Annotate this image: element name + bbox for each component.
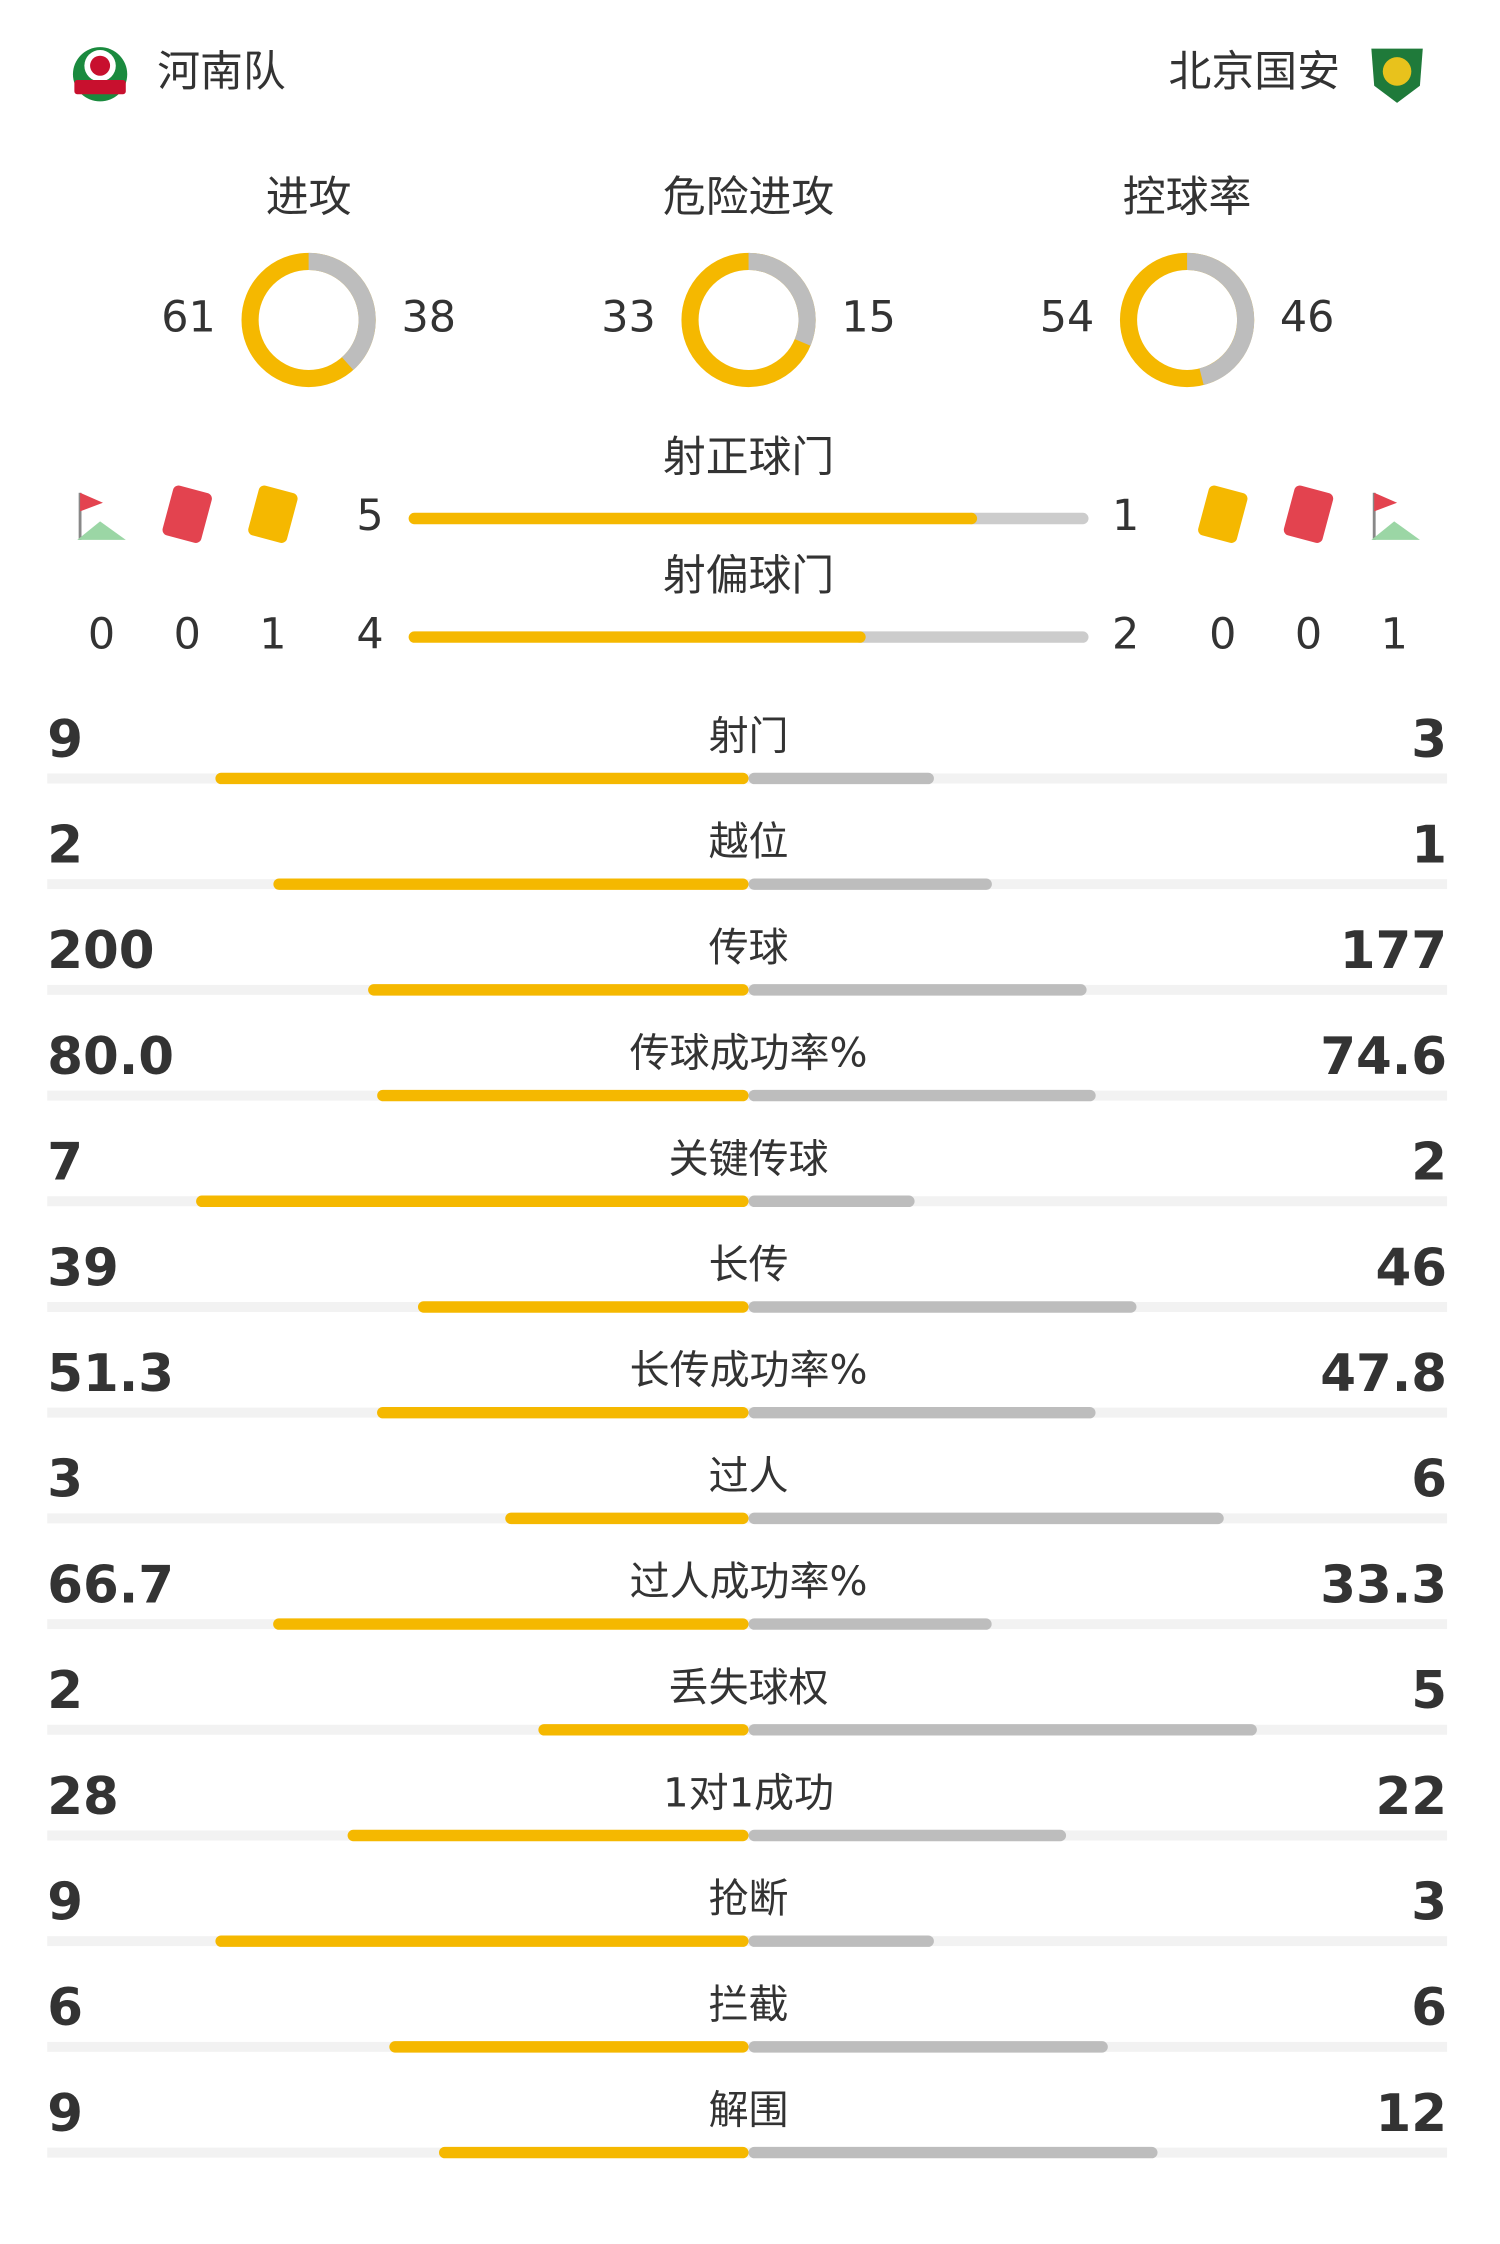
away-value: 74.6 [1320,1027,1447,1087]
yellow-card-icon [1198,485,1248,543]
home-value: 4 [356,610,383,660]
yellow-card-icon [248,485,298,543]
card-count: 0 [174,610,201,660]
stat-label: 关键传球 [669,1136,829,1182]
home-value: 51.3 [47,1344,174,1404]
icons [77,485,1420,543]
home-team: 河南队 [157,47,286,97]
stat-label: 过人成功率% [630,1559,868,1605]
card-count: 0 [1295,610,1322,660]
stat-label: 长传 [709,1242,789,1288]
home-value: 9 [47,2084,83,2144]
stat-label: 传球 [709,925,789,971]
home-value: 28 [47,1767,119,1827]
away-value: 3 [1411,710,1447,770]
corner-flag-icon [1371,492,1420,540]
away-value: 38 [401,292,456,342]
away-value: 12 [1376,2084,1448,2144]
home-value: 9 [47,710,83,770]
home-value: 80.0 [47,1027,174,1087]
away-value: 15 [841,292,896,342]
home-logo [72,47,128,102]
away-value: 47.8 [1320,1344,1447,1404]
card-count: 1 [1381,610,1408,660]
away-value: 33.3 [1320,1555,1447,1615]
shots-label: 射正球门 [663,432,834,482]
home-value: 39 [47,1238,119,1298]
red-card-icon [162,485,212,543]
home-value: 61 [161,292,216,342]
donut-title: 危险进攻 [663,172,834,222]
shots-label: 射偏球门 [663,551,834,601]
away-value: 6 [1411,1978,1447,2038]
home-value: 7 [47,1133,83,1193]
stat-label: 过人 [709,1453,789,1499]
corner-flag-icon [77,492,126,540]
away-value: 6 [1411,1450,1447,1510]
away-value: 1 [1411,815,1447,875]
donut-away [681,252,816,388]
stat-label: 解围 [709,2088,789,2134]
stat-label: 丢失球权 [669,1665,829,1711]
away-value: 3 [1411,1872,1447,1932]
home-value: 2 [47,815,83,875]
away-value: 177 [1340,921,1447,981]
stat-label: 越位 [709,819,789,865]
home-value: 5 [356,491,383,541]
away-team: 北京国安 [1169,47,1340,97]
donut-title: 进攻 [266,172,352,222]
stat-label: 抢断 [709,1876,789,1922]
red-card-icon [1283,485,1334,543]
stat-label: 传球成功率% [630,1031,868,1077]
away-logo [1371,48,1423,103]
home-value: 9 [47,1872,83,1932]
away-value: 46 [1376,1238,1448,1298]
donut-title: 控球率 [1123,172,1252,222]
away-value: 2 [1411,1133,1447,1193]
home-value: 2 [47,1661,83,1721]
away-value: 46 [1280,292,1335,342]
home-value: 66.7 [47,1555,174,1615]
away-value: 5 [1411,1661,1447,1721]
stat-label: 拦截 [709,1982,789,2028]
away-value: 1 [1112,491,1139,541]
stat-label: 长传成功率% [630,1348,868,1394]
donut-away [241,252,376,388]
home-value: 33 [601,292,656,342]
card-count: 0 [88,610,115,660]
away-value: 22 [1376,1767,1448,1827]
home-value: 200 [47,921,154,981]
home-value: 54 [1040,292,1095,342]
card-count: 1 [259,610,286,660]
home-value: 3 [47,1450,83,1510]
stat-label: 射门 [709,713,789,759]
away-value: 2 [1112,610,1139,660]
stat-label: 1对1成功 [663,1770,834,1816]
card-count: 0 [1209,610,1236,660]
home-value: 6 [47,1978,83,2038]
